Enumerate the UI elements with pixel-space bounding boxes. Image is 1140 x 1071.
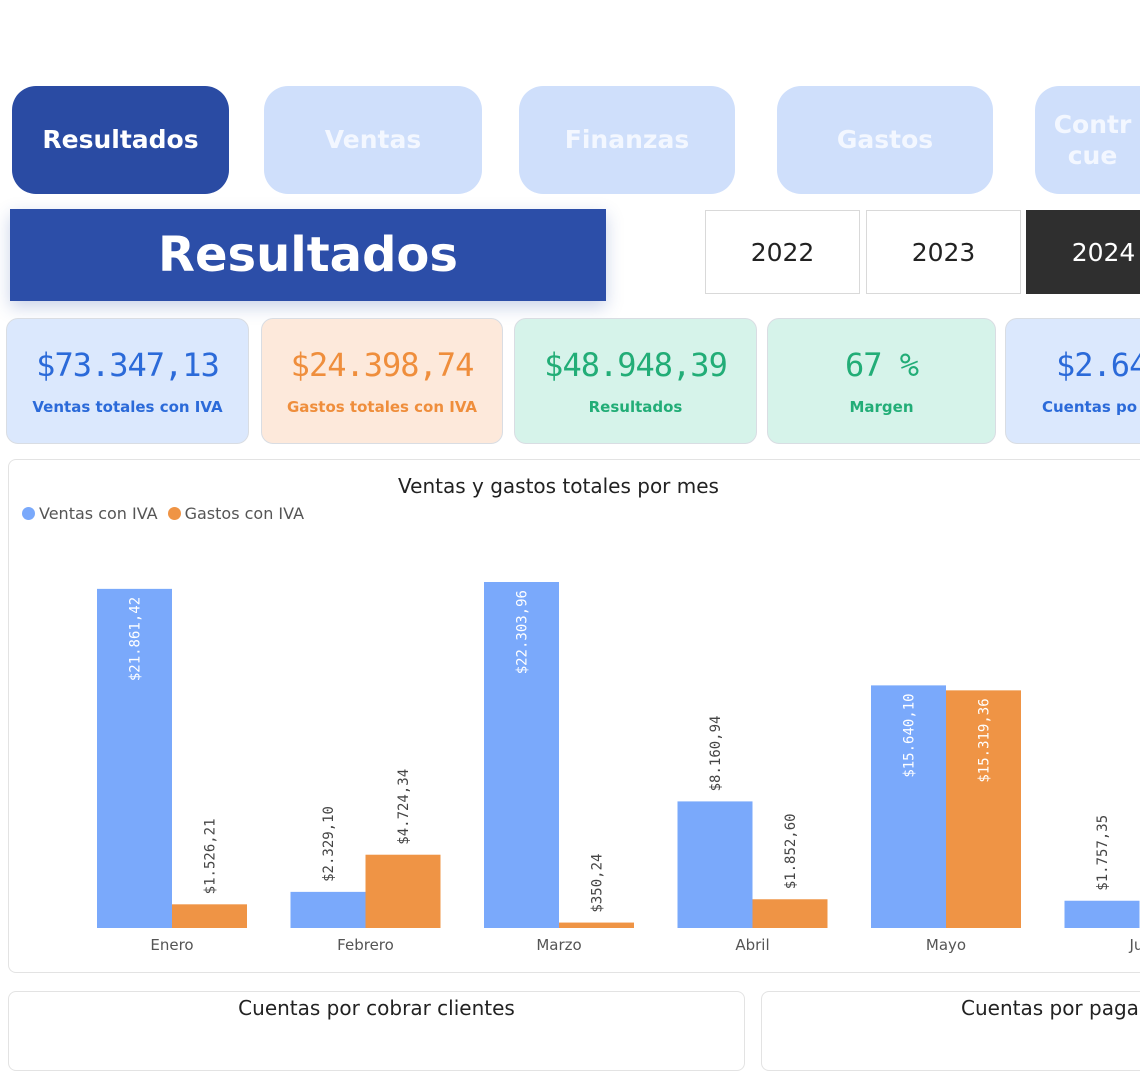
chart-panel: Ventas y gastos totales por mes [8,459,1140,973]
kpi-resultados-value: $48.948,39 [544,346,728,384]
kpi-gastos-value: $24.398,74 [290,346,475,384]
legend-ventas-label: Ventas con IVA [39,504,158,523]
kpi-cuentas-label: Cuentas po [1042,398,1138,416]
tab-control-cuentas[interactable]: Contr cue [1035,86,1140,194]
chart-legend: Ventas con IVA Gastos con IVA [22,504,304,523]
legend-item-ventas[interactable]: Ventas con IVA [22,504,158,523]
kpi-margen-value: 67 % [844,346,919,384]
kpi-resultados-label: Resultados [588,398,683,416]
kpi-ventas-label: Ventas totales con IVA [32,398,223,416]
cuentas-cobrar-title: Cuentas por cobrar clientes [238,996,515,1020]
kpi-ventas-value: $73.347,13 [36,346,220,384]
cuentas-pagar-panel: Cuentas por paga [761,991,1140,1071]
year-2022-button[interactable]: 2022 [705,210,860,294]
legend-gastos-label: Gastos con IVA [184,504,305,523]
tab-resultados[interactable]: Resultados [12,86,229,194]
year-2024-button[interactable]: 2024 [1026,210,1140,294]
kpi-margen: 67 % Margen [767,318,996,444]
kpi-resultados: $48.948,39 Resultados [514,318,757,444]
kpi-margen-label: Margen [849,398,914,416]
legend-dot-gastos-icon [167,507,181,520]
kpi-cuentas: $2.643 Cuentas po [1005,318,1140,444]
cuentas-pagar-title: Cuentas por paga [961,996,1139,1020]
kpi-cuentas-value: $2.643 [1056,346,1140,384]
tab-gastos[interactable]: Gastos [777,86,993,194]
year-2023-button[interactable]: 2023 [866,210,1021,294]
chart-title: Ventas y gastos totales por mes [398,474,719,498]
kpi-gastos-label: Gastos totales con IVA [286,398,478,416]
tab-ventas[interactable]: Ventas [264,86,482,194]
legend-item-gastos[interactable]: Gastos con IVA [167,504,305,523]
page-title: Resultados [10,209,606,301]
kpi-ventas-totales: $73.347,13 Ventas totales con IVA [6,318,249,444]
kpi-gastos-totales: $24.398,74 Gastos totales con IVA [261,318,503,444]
legend-dot-ventas-icon [22,507,35,520]
tab-finanzas[interactable]: Finanzas [519,86,735,194]
cuentas-cobrar-panel: Cuentas por cobrar clientes [8,991,745,1071]
